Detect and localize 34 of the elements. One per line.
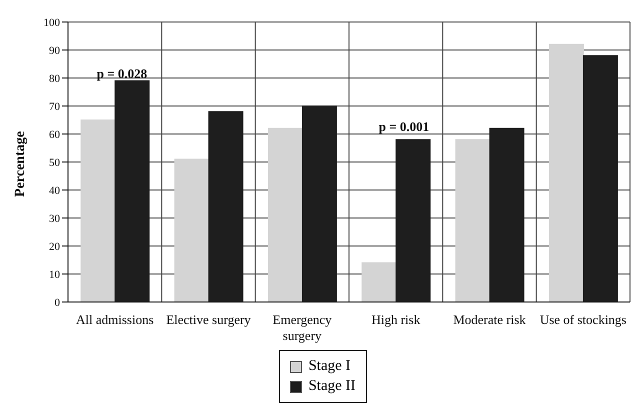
x-tick-label: All admissions bbox=[76, 312, 154, 327]
bar bbox=[489, 128, 524, 302]
y-tick-label: 20 bbox=[49, 240, 60, 253]
bar bbox=[396, 139, 431, 302]
annotation: p = 0.001 bbox=[378, 119, 430, 134]
y-tick-label: 30 bbox=[49, 212, 60, 225]
bar bbox=[80, 120, 116, 302]
bar bbox=[362, 262, 397, 302]
annotation: p = 0.028 bbox=[96, 66, 148, 81]
x-tick-label: Emergency surgery bbox=[272, 312, 332, 343]
bar bbox=[114, 80, 150, 302]
x-tick-label: Elective surgery bbox=[166, 312, 252, 327]
y-tick-label: 90 bbox=[49, 44, 60, 57]
y-axis-title: Percentage bbox=[12, 131, 28, 197]
y-tick-label: 70 bbox=[49, 100, 60, 113]
y-tick-label: 0 bbox=[54, 296, 60, 309]
bar bbox=[302, 106, 337, 302]
y-tick-label: 10 bbox=[49, 268, 60, 281]
bar bbox=[582, 55, 618, 302]
bar bbox=[208, 111, 244, 302]
y-tick-label: 40 bbox=[49, 184, 60, 197]
x-tick-label: Moderate risk bbox=[453, 312, 526, 327]
bar bbox=[455, 139, 490, 302]
bar bbox=[548, 44, 584, 302]
legend-label: Stage I bbox=[307, 358, 352, 375]
y-tick-label: 100 bbox=[44, 16, 60, 29]
x-tick-label: High risk bbox=[371, 312, 421, 327]
bar bbox=[174, 158, 210, 302]
y-tick-label: 60 bbox=[49, 128, 60, 141]
bar bbox=[268, 128, 303, 302]
y-tick-label: 50 bbox=[49, 156, 60, 169]
x-tick-label: Use of stockings bbox=[540, 312, 627, 327]
y-tick-label: 80 bbox=[49, 72, 60, 85]
legend-label: Stage II bbox=[307, 378, 356, 395]
